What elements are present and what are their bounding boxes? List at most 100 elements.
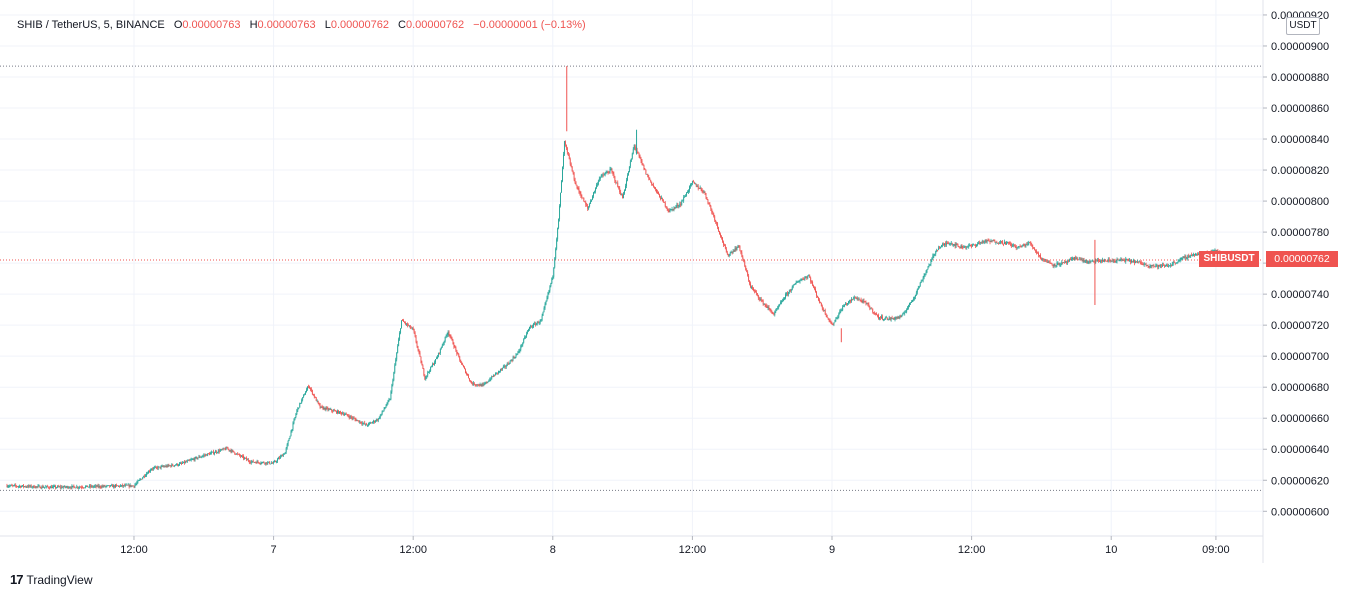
candle-body [261,462,263,464]
candle-body [85,486,86,488]
candle-body [868,304,870,307]
candle-body [337,410,339,413]
candle-body [775,310,777,312]
candle-body [598,178,600,181]
candle-body [1148,266,1150,267]
close-value: 0.00000762 [405,19,465,31]
candle-body [594,188,596,192]
candle-body [1017,246,1019,248]
candle-body [120,485,122,486]
candle-body [440,347,442,349]
candle-body [1087,262,1089,264]
candle-body [633,145,635,150]
candle-body [1172,262,1174,264]
candle-body [881,316,883,320]
candle-body [259,463,261,464]
candle-body [652,184,654,186]
candle-body [189,459,191,461]
candle-body [792,285,794,287]
candle-body [61,486,63,488]
candle-body [676,204,678,207]
candle-body [483,383,485,385]
candle-body [247,459,249,462]
candle-body [745,265,747,271]
candle-body [942,244,943,246]
candle-body [785,294,786,299]
candle-body [548,290,550,294]
candle-body [895,317,897,319]
reference-lines [0,65,1263,491]
candle-body [641,160,643,164]
candle-body [613,173,615,177]
candle-body [157,466,159,469]
candle-body [856,298,858,299]
candle-body [375,419,377,422]
candle-body [25,486,27,488]
candle-body [501,367,503,370]
candle-body [900,315,902,317]
candle-body [223,448,225,450]
candle-body [672,208,674,210]
candle-body [1009,243,1011,245]
candle-body [1070,259,1071,261]
candle-body [1008,242,1010,244]
candle-body [932,255,934,259]
candle-body [75,487,77,489]
candle-body [926,269,928,272]
candle-body [849,300,851,302]
candle-body [322,406,324,410]
candle-body [1037,252,1038,254]
candle-body [57,486,59,488]
tradingview-branding[interactable]: 17 TradingView [10,572,93,587]
candle-body [487,381,489,383]
currency-unit-badge[interactable]: USDT [1286,17,1320,35]
candle-body [178,465,180,466]
candle-body [217,450,219,453]
candle-body [170,465,172,467]
candle-body [1115,261,1117,263]
candle-body [93,486,95,487]
candle-body [925,271,927,274]
candle-body [602,174,604,176]
candle-body [49,487,51,489]
candle-body [1104,260,1106,262]
candle-body [315,397,317,401]
symbol-title[interactable]: SHIB / TetherUS, 5, BINANCE [17,19,165,31]
candle-body [1081,258,1083,261]
candle-body [949,243,951,245]
candle-body [262,462,264,463]
candle-body [1144,263,1146,265]
candle-body [306,389,307,393]
price-axis-ticks[interactable]: 0.000009200.000009000.000008800.00000860… [1263,10,1329,518]
candle-body [901,315,903,317]
candle-body [99,485,101,488]
candle-body [606,172,608,174]
candle-body [1052,264,1054,266]
candle-body [779,304,781,306]
candle-body [123,485,125,487]
candle-body [689,186,690,191]
candle-body [982,241,984,243]
candle-body [1113,260,1115,262]
candle-body [976,244,977,246]
candle-body [998,243,1000,244]
candle-body [950,243,952,245]
time-axis-ticks[interactable]: 12:00 7 12:00 8 12:00 9 12:00 10 09:00 [120,536,1230,556]
candle-body [414,332,416,337]
candle-body [136,482,138,484]
candle-body [310,389,312,391]
candle-body [46,486,48,487]
candle-body [218,450,220,452]
candle-body [349,416,351,418]
candle-body [532,324,534,327]
candle-body [92,486,94,488]
candle-body [447,331,449,335]
candle-body [795,282,797,284]
candle-body [149,471,150,472]
candle-body [997,243,999,244]
candle-body [747,271,749,276]
candle-body [1092,260,1094,262]
price-tick-label: 0.00000640 [1271,444,1329,456]
candle-body [847,303,848,305]
